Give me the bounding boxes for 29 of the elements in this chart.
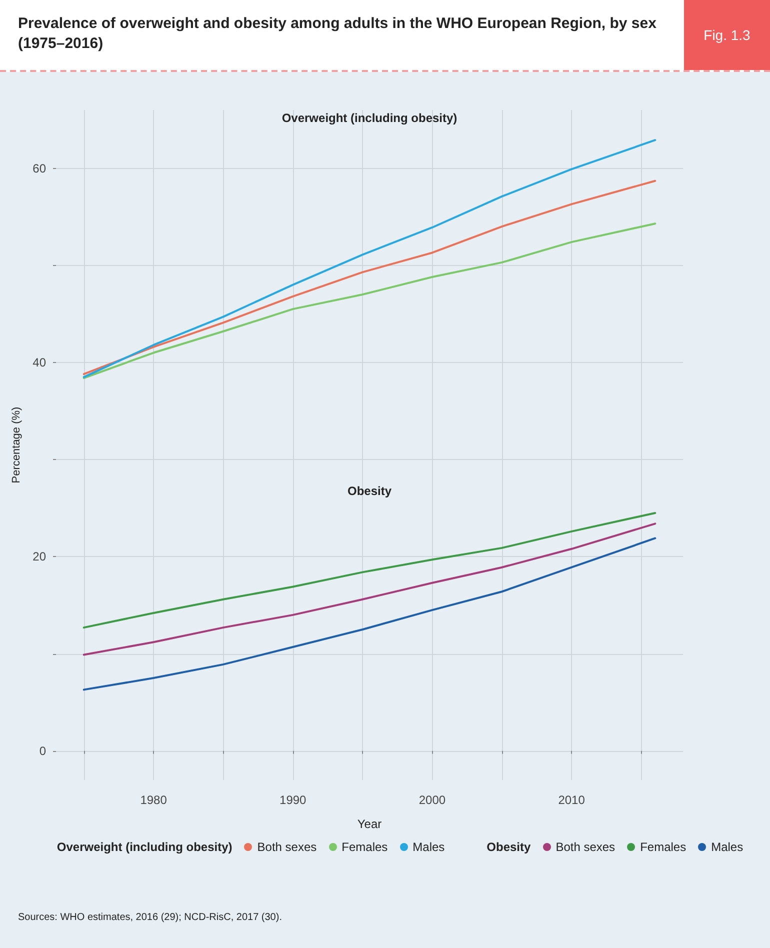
caption: Fig. 1.3	[684, 0, 770, 70]
y-tick-label: 0	[39, 744, 46, 758]
annotation: Obesity	[347, 484, 392, 498]
legend-label: Females	[342, 840, 388, 854]
x-tick-label: 2000	[418, 793, 446, 807]
legend-label: Males	[412, 840, 445, 854]
text: Overweight (including obesity)	[56, 840, 232, 854]
line-series	[82, 522, 656, 656]
chart-title: Prevalence of overweight and obesity among adults in the WHO European Region, by sex (1975–2016)	[18, 14, 658, 54]
line-series	[82, 512, 656, 629]
line-series	[82, 139, 656, 378]
y-tick-label: 40	[32, 355, 46, 370]
legend-label: Both sexes	[257, 840, 317, 854]
annotation: Overweight (including obesity)	[282, 111, 458, 126]
line-series	[82, 222, 656, 379]
line-series	[82, 180, 656, 376]
text: Obesity	[486, 840, 531, 854]
y-tick-label: 20	[32, 550, 46, 564]
legend-label: Males	[711, 840, 744, 854]
legend-label: Both sexes	[556, 840, 616, 854]
y-tick-label: 60	[32, 161, 46, 176]
x-axis-title: Year	[357, 817, 382, 831]
line-series	[82, 537, 656, 691]
legend-label: Females	[640, 840, 686, 854]
x-tick-label: 2010	[558, 793, 586, 807]
x-tick-label: 1980	[140, 793, 168, 807]
source-note: Sources: WHO estimates, 2016 (29); NCD-RisC, 2017 (30).	[18, 912, 282, 923]
x-tick-label: 1990	[280, 793, 307, 807]
y-axis-title: Percentage (%)	[10, 406, 22, 484]
